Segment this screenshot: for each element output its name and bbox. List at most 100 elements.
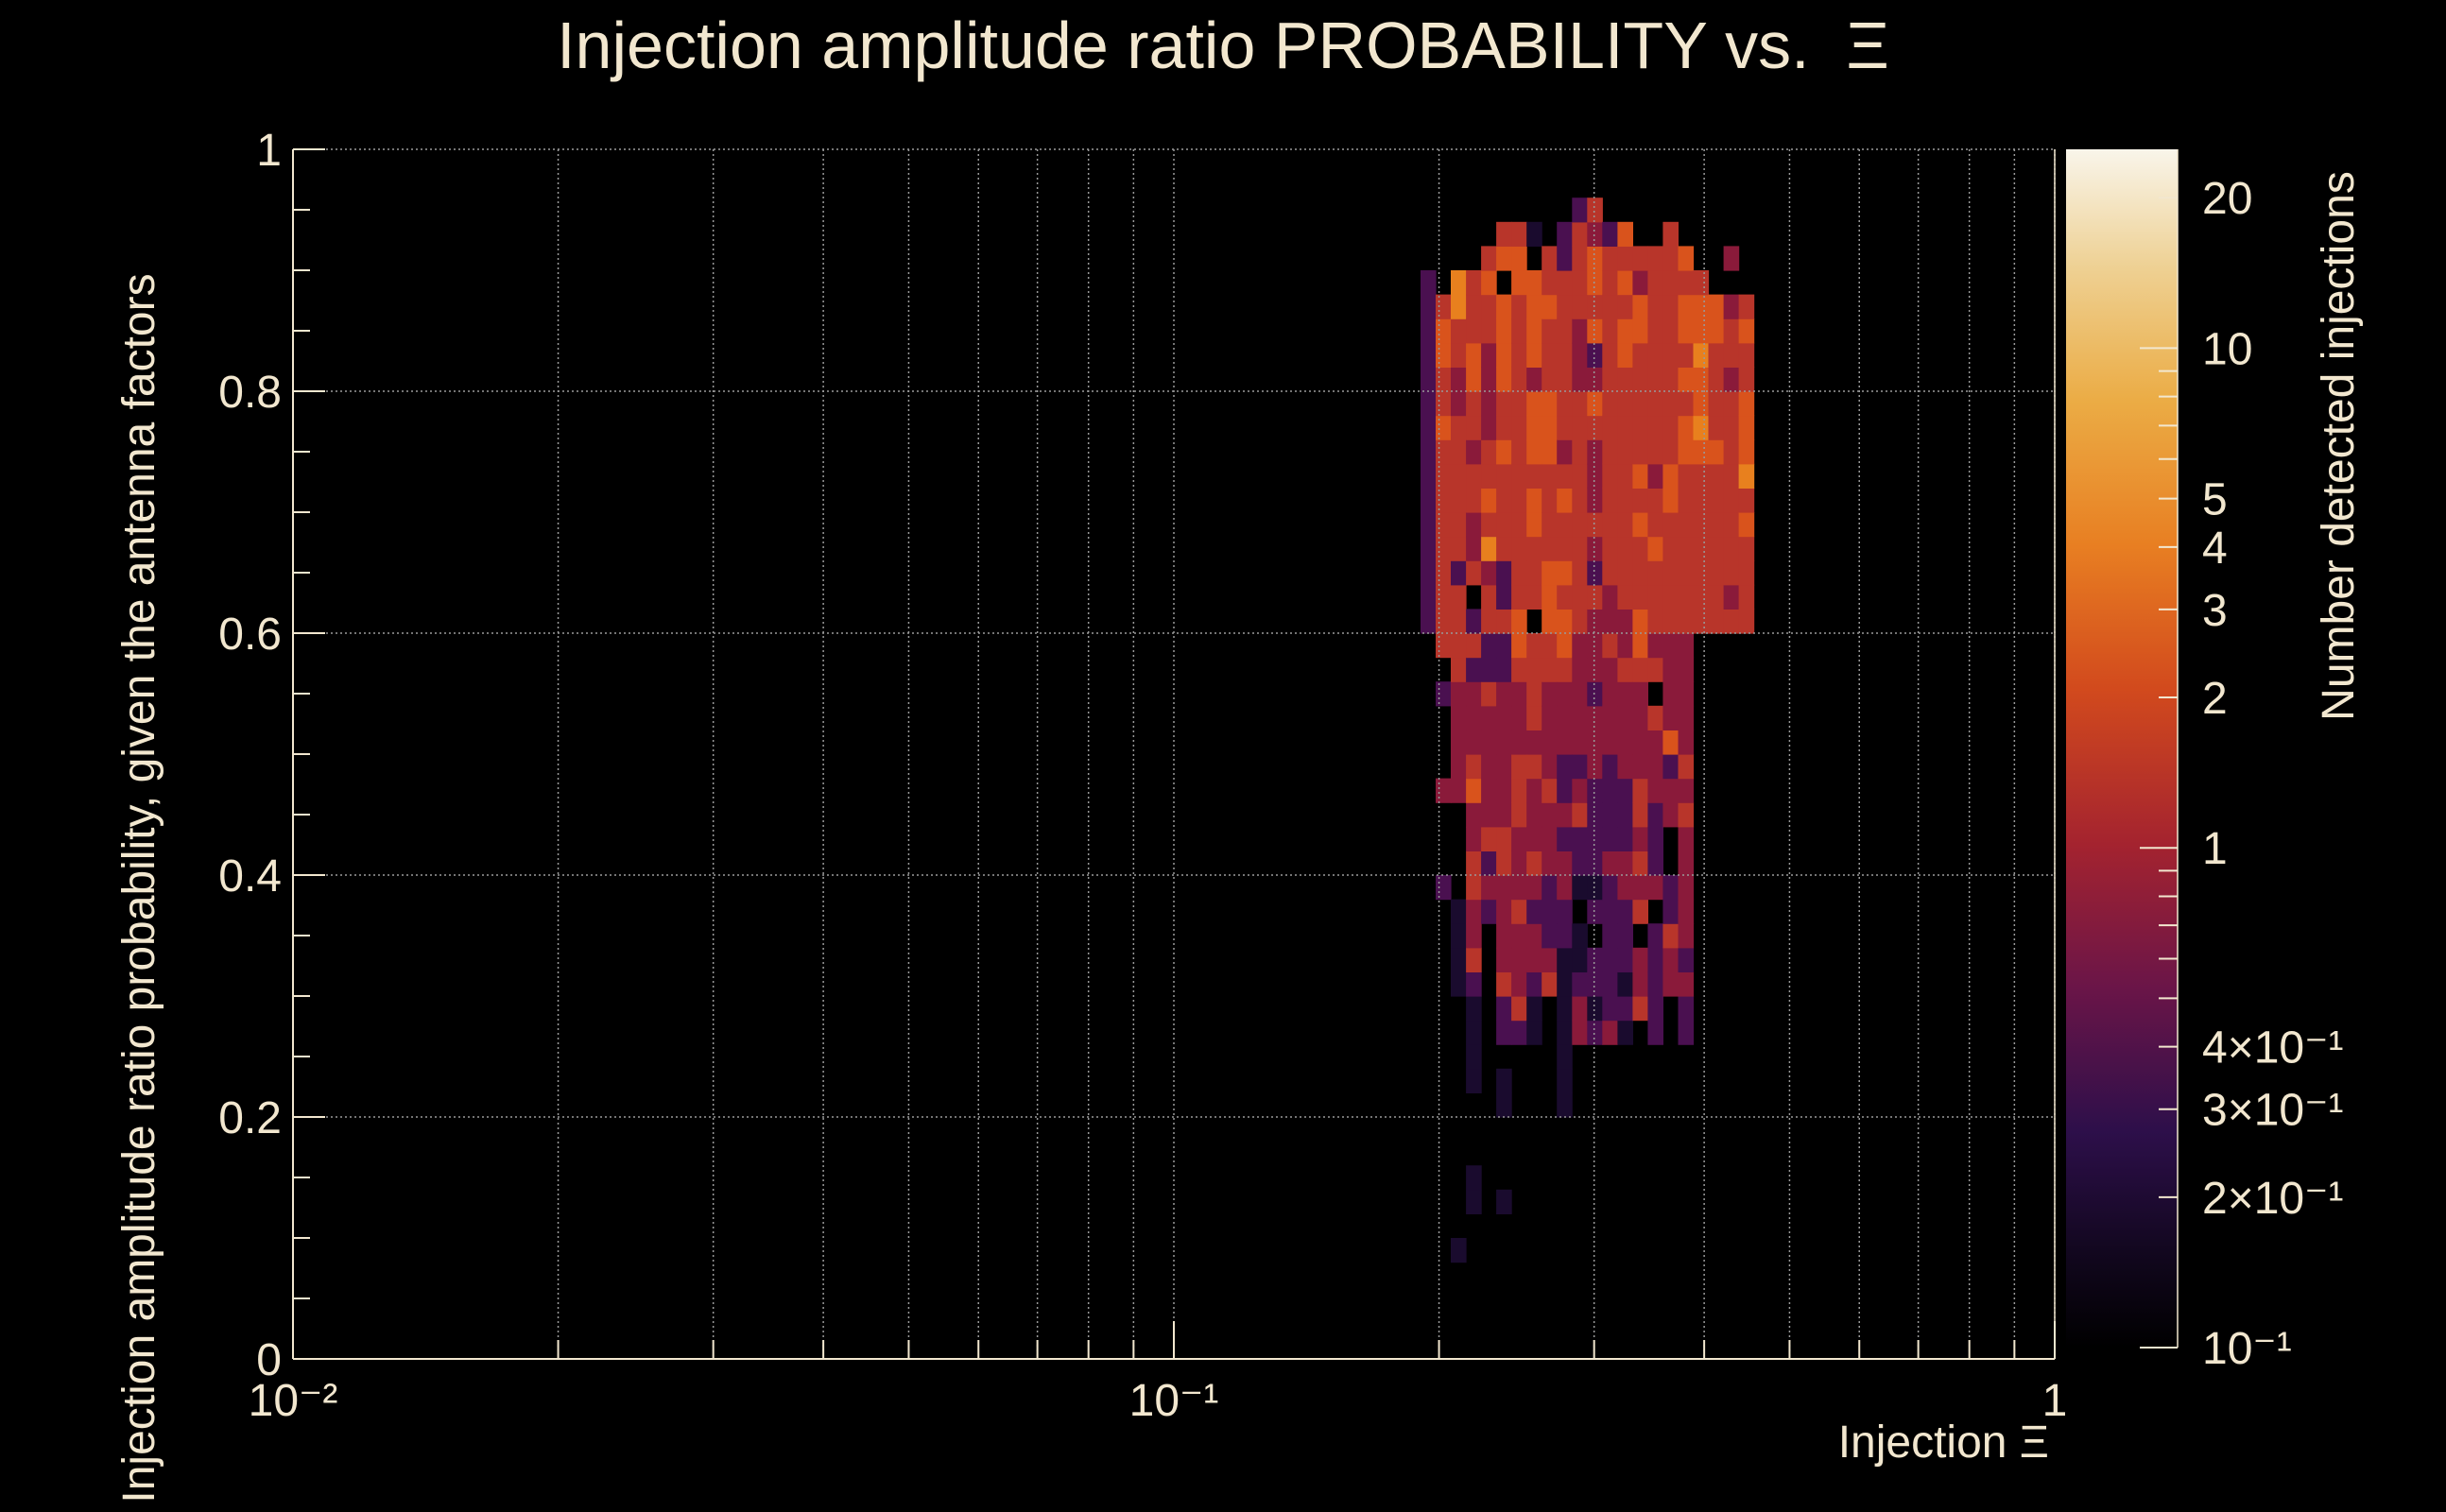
- heatmap-cell: [1526, 536, 1542, 561]
- heatmap-cell: [1496, 318, 1512, 344]
- heatmap-cell: [1496, 802, 1512, 828]
- colorbar-tick-label: 20: [2202, 174, 2252, 224]
- heatmap-cell: [1496, 221, 1512, 247]
- heatmap-cell: [1662, 971, 1679, 997]
- heatmap-cell: [1632, 996, 1648, 1022]
- heatmap-cell: [1647, 536, 1663, 561]
- heatmap-cell: [1647, 439, 1663, 465]
- heatmap-cell: [1587, 512, 1603, 538]
- heatmap-cell: [1632, 633, 1648, 659]
- heatmap-cell: [1542, 318, 1558, 344]
- heatmap-cell: [1617, 415, 1633, 440]
- heatmap-cell: [1647, 754, 1663, 780]
- heatmap-cell: [1466, 657, 1482, 682]
- heatmap-cell: [1466, 415, 1482, 440]
- heatmap-cell: [1632, 367, 1648, 392]
- heatmap-cell: [1481, 342, 1497, 368]
- heatmap-cell: [1572, 318, 1588, 344]
- heatmap-cell: [1511, 923, 1527, 949]
- heatmap-cell: [1602, 512, 1618, 538]
- heatmap-cell: [1662, 754, 1679, 780]
- heatmap-cell: [1708, 415, 1725, 440]
- heatmap-cell: [1572, 342, 1588, 368]
- heatmap-cell: [1662, 367, 1679, 392]
- heatmap-cell: [1693, 367, 1710, 392]
- heatmap-cell: [1466, 439, 1482, 465]
- heatmap-cell: [1436, 778, 1452, 803]
- heatmap-cell: [1602, 826, 1618, 851]
- heatmap-cell: [1693, 318, 1710, 344]
- heatmap-cell: [1526, 439, 1542, 465]
- heatmap-cell: [1647, 318, 1663, 344]
- y-axis-label: Injection amplitude ratio probability, g…: [114, 273, 164, 1503]
- heatmap-cell: [1723, 584, 1740, 610]
- heatmap-cell: [1738, 294, 1755, 319]
- heatmap-cell: [1647, 246, 1663, 271]
- heatmap-cell: [1662, 391, 1679, 417]
- heatmap-cell: [1632, 657, 1648, 682]
- heatmap-cell: [1587, 899, 1603, 924]
- heatmap-cell: [1481, 850, 1497, 876]
- heatmap-cell: [1436, 633, 1452, 659]
- heatmap-cell: [1602, 971, 1618, 997]
- heatmap-cell: [1708, 536, 1725, 561]
- heatmap-cell: [1738, 536, 1755, 561]
- heatmap-cell: [1617, 705, 1633, 730]
- heatmap-cell: [1481, 488, 1497, 513]
- heatmap-cell: [1678, 391, 1695, 417]
- heatmap-cell: [1481, 560, 1497, 586]
- heatmap-cell: [1632, 850, 1648, 876]
- heatmap-cell: [1481, 270, 1497, 296]
- heatmap-cell: [1662, 899, 1679, 924]
- heatmap-cell: [1421, 294, 1437, 319]
- heatmap-cell: [1662, 439, 1679, 465]
- heatmap-cell: [1557, 875, 1573, 901]
- heatmap-cell: [1436, 584, 1452, 610]
- heatmap-cell: [1587, 609, 1603, 634]
- heatmap-cell: [1572, 536, 1588, 561]
- heatmap-cell: [1678, 609, 1695, 634]
- heatmap-cell: [1708, 584, 1725, 610]
- heatmap-cell: [1436, 488, 1452, 513]
- heatmap-cell: [1557, 488, 1573, 513]
- heatmap-cell: [1451, 512, 1467, 538]
- heatmap-cell: [1481, 463, 1497, 489]
- heatmap-cell: [1481, 294, 1497, 319]
- heatmap-cell: [1436, 391, 1452, 417]
- heatmap-cell: [1708, 463, 1725, 489]
- heatmap-cell: [1526, 826, 1542, 851]
- heatmap-cell: [1678, 947, 1695, 972]
- heatmap-cell: [1738, 342, 1755, 368]
- heatmap-cell: [1678, 1020, 1695, 1045]
- heatmap-cell: [1557, 705, 1573, 730]
- heatmap-cell: [1557, 246, 1573, 271]
- heatmap-cell: [1708, 367, 1725, 392]
- heatmap-cell: [1587, 730, 1603, 755]
- heatmap-cell: [1421, 342, 1437, 368]
- heatmap-cell: [1451, 947, 1467, 972]
- heatmap-cell: [1526, 584, 1542, 610]
- heatmap-cell: [1708, 609, 1725, 634]
- heatmap-cell: [1572, 996, 1588, 1022]
- heatmap-cell: [1496, 463, 1512, 489]
- heatmap-cell: [1723, 318, 1740, 344]
- y-tick-label: 0.4: [218, 851, 282, 902]
- heatmap-cell: [1587, 198, 1603, 223]
- y-tick-label: 0.2: [218, 1093, 282, 1143]
- heatmap-cell: [1587, 802, 1603, 828]
- heatmap-cell: [1693, 488, 1710, 513]
- heatmap-cell: [1647, 996, 1663, 1022]
- heatmap-cell: [1647, 584, 1663, 610]
- heatmap-cell: [1602, 754, 1618, 780]
- heatmap-cell: [1617, 512, 1633, 538]
- heatmap-cell: [1526, 971, 1542, 997]
- heatmap-cell: [1587, 391, 1603, 417]
- heatmap-cell: [1436, 560, 1452, 586]
- heatmap-cell: [1602, 657, 1618, 682]
- heatmap-cell: [1526, 463, 1542, 489]
- y-tick-label: 0: [256, 1335, 282, 1385]
- heatmap-cell: [1647, 826, 1663, 851]
- heatmap-cell: [1496, 1092, 1512, 1118]
- heatmap-cell: [1451, 415, 1467, 440]
- heatmap-cell: [1572, 1020, 1588, 1045]
